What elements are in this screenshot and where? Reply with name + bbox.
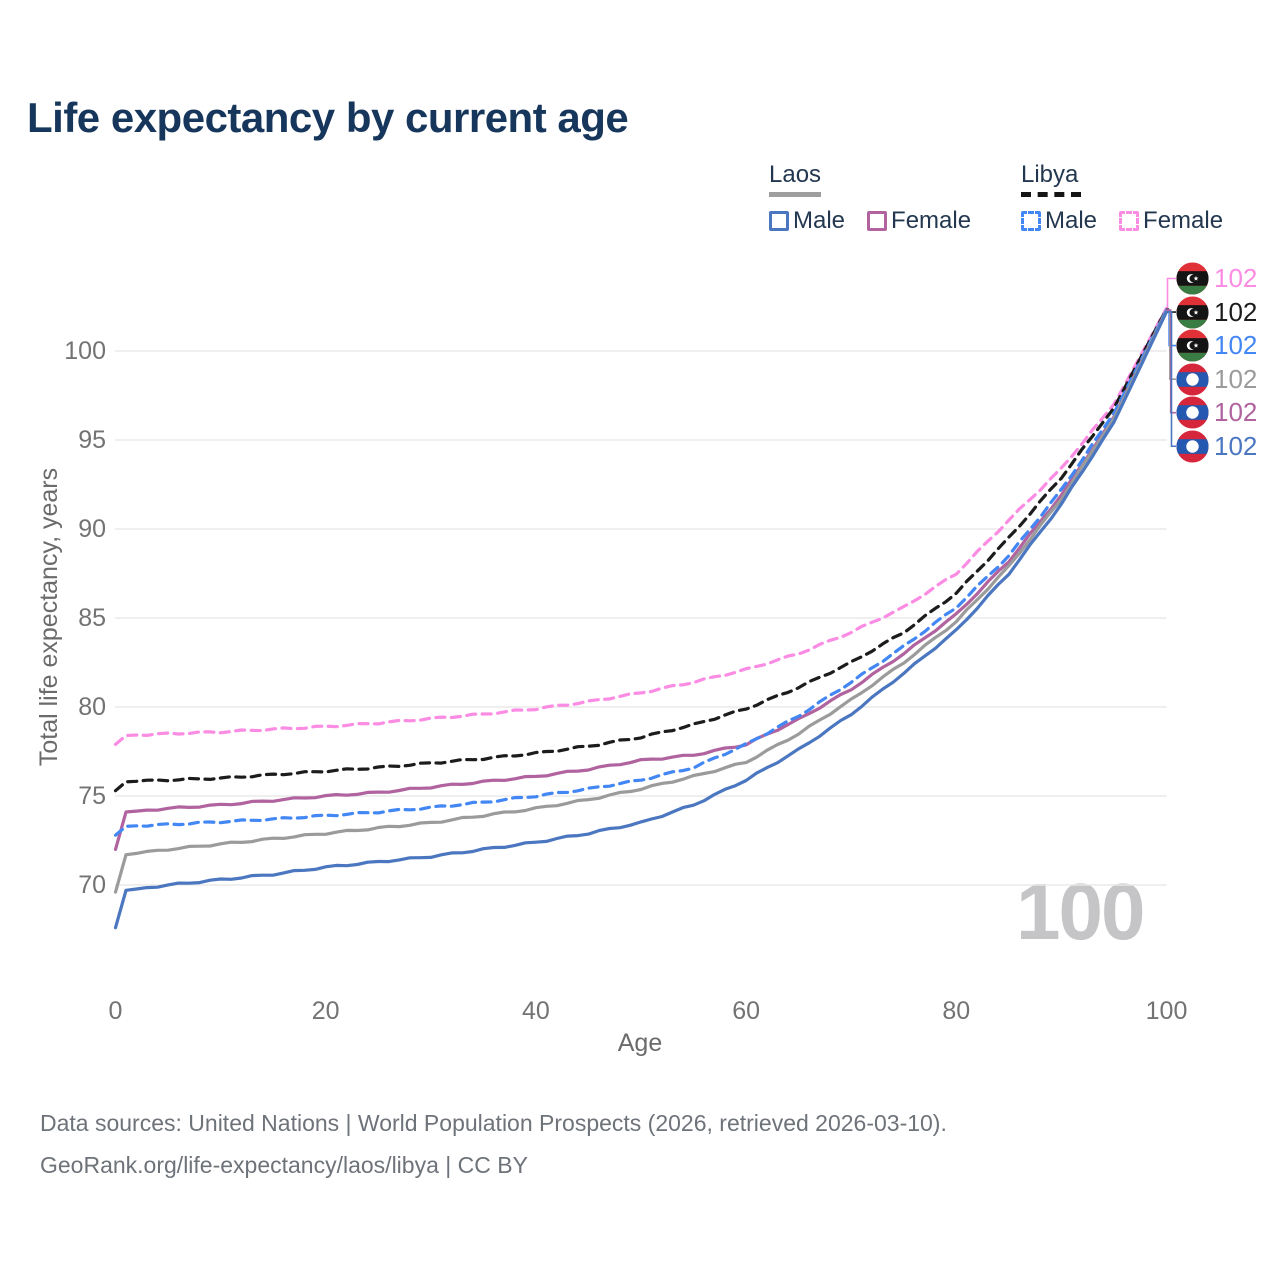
series-line-laos_female [113, 308, 1169, 851]
legend-item-label: Female [891, 207, 972, 234]
end-label-row-laos_male: 102 [1176, 430, 1257, 463]
end-label-row-libya_male: 102 [1176, 329, 1257, 362]
series-line-laos_both [113, 309, 1169, 894]
laos-flag-icon [1176, 430, 1209, 463]
legend-swatch-laos-female [867, 211, 888, 231]
footer: Data sources: United Nations | World Pop… [40, 1102, 947, 1186]
y-tick-label: 85 [78, 604, 106, 632]
y-tick-label: 100 [64, 337, 106, 365]
x-tick-label: 20 [311, 997, 340, 1025]
legend-underline-libya [1021, 192, 1081, 197]
laos-flag-icon [1176, 396, 1209, 429]
end-value-label: 102 [1214, 263, 1258, 293]
leader-line-libya_female [1166, 277, 1176, 310]
x-tick-label: 40 [521, 997, 550, 1025]
end-value-label: 102 [1214, 296, 1258, 327]
y-tick-label: 75 [78, 782, 106, 810]
end-label-row-libya_both: 102 [1176, 296, 1257, 329]
end-value-label: 102 [1214, 330, 1258, 361]
end-label-row-libya_female: 102 [1176, 262, 1257, 295]
y-axis-title: Total life expectancy, years [35, 467, 63, 767]
x-tick-label: 60 [732, 997, 760, 1025]
end-label-row-laos_both: 102 [1176, 363, 1257, 396]
legend-swatch-laos-male [769, 211, 789, 231]
legend-item-label: Female [1143, 207, 1224, 234]
legend-group-title-libya: Libya [1021, 161, 1079, 188]
y-tick-label: 70 [78, 871, 106, 899]
legend-group-title-laos: Laos [769, 161, 822, 188]
y-tick-label: 90 [78, 515, 106, 543]
leader-line-laos_male [1166, 311, 1176, 448]
footer-data-sources: Data sources: United Nations | World Pop… [40, 1110, 947, 1136]
legend-item-laos-male[interactable]: Male [769, 207, 845, 235]
libya-flag-icon [1176, 329, 1209, 362]
y-tick-label: 80 [78, 693, 106, 721]
end-value-label: 102 [1214, 430, 1258, 461]
legend-item-libya-male[interactable]: Male [1021, 207, 1097, 235]
legend-underline-laos [769, 192, 821, 197]
laos-flag-icon [1176, 363, 1209, 396]
series-line-libya_both [113, 307, 1169, 793]
legend-item-label: Male [793, 207, 846, 234]
x-tick-label: 0 [108, 997, 123, 1025]
series-line-libya_male [113, 308, 1169, 837]
x-tick-label: 100 [1145, 997, 1188, 1025]
series-line-laos_male [113, 310, 1169, 930]
series-line-libya_female [113, 306, 1169, 746]
end-value-label: 102 [1214, 397, 1258, 428]
libya-flag-icon [1176, 262, 1209, 295]
end-value-label: 102 [1214, 363, 1258, 394]
legend-group-laos: Laos Male Female [769, 161, 971, 235]
legend-swatch-libya-male [1021, 211, 1041, 231]
footer-attribution: GeoRank.org/life-expectancy/laos/libya |… [40, 1152, 528, 1178]
legend-item-label: Male [1045, 207, 1098, 234]
page-title: Life expectancy by current age [27, 94, 629, 141]
x-axis-title: Age [617, 1029, 663, 1057]
y-tick-label: 95 [78, 426, 106, 454]
legend-item-laos-female[interactable]: Female [867, 207, 971, 235]
legend-group-libya: Libya Male Female [1021, 161, 1223, 235]
end-label-row-laos_female: 102 [1176, 396, 1257, 429]
legend-item-libya-female[interactable]: Female [1119, 207, 1223, 235]
x-tick-label: 80 [942, 997, 971, 1025]
libya-flag-icon [1176, 296, 1209, 329]
legend-swatch-libya-female [1119, 211, 1140, 231]
